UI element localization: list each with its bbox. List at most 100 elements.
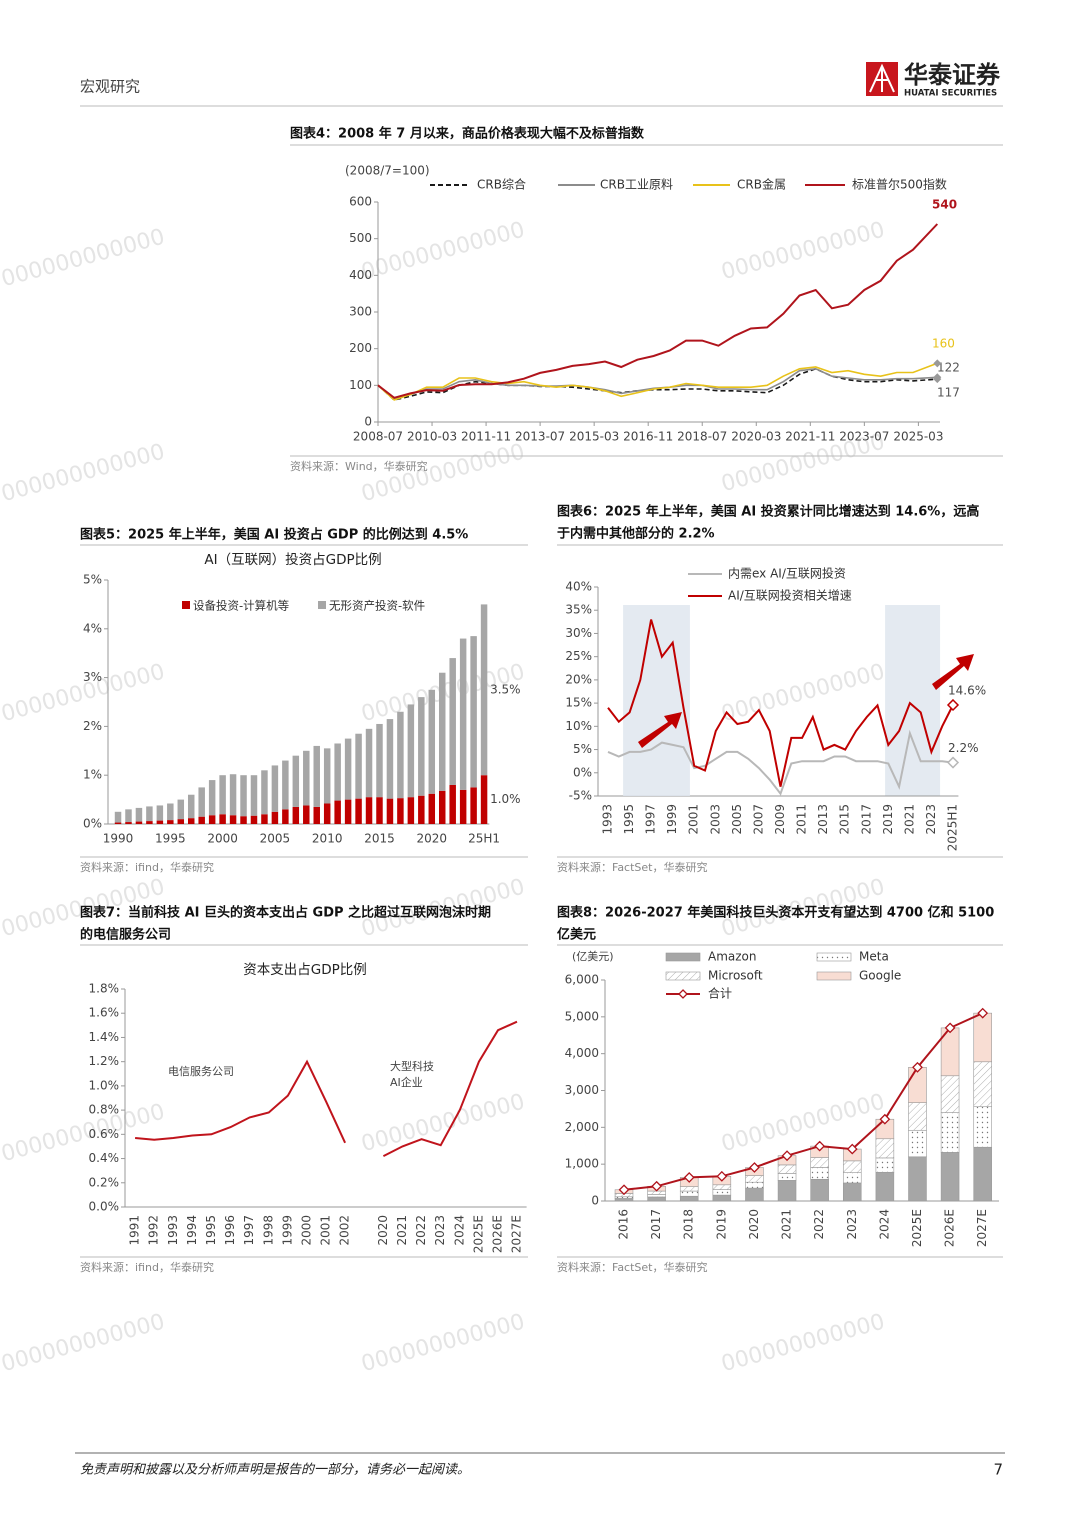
x-tick-label: 1995: [204, 1215, 218, 1246]
y-tick-label: 1.8%: [89, 982, 120, 996]
x-tick-label: 2023-07: [839, 430, 889, 444]
x-tick-label: 2025E: [910, 1209, 924, 1247]
legend-label: 设备投资-计算机等: [193, 599, 289, 613]
y-tick-label: 500: [349, 231, 372, 245]
legend-label: Google: [859, 969, 901, 983]
x-tick-label: 2018-07: [677, 430, 727, 444]
bar-segment: [125, 822, 132, 824]
y-tick-label: 15%: [565, 696, 592, 710]
x-tick-label: 2027E: [510, 1215, 524, 1253]
legend-label: 合计: [708, 986, 732, 1001]
x-tick-label: 2015: [838, 804, 852, 835]
annotation: AI企业: [390, 1075, 423, 1089]
section-label: 宏观研究: [80, 78, 140, 96]
end-marker: [933, 373, 942, 382]
x-tick-label: 2010: [312, 832, 343, 846]
annotation: 大型科技: [390, 1059, 434, 1073]
x-tick-label: 2022: [414, 1215, 428, 1246]
bar-segment: [418, 795, 425, 824]
x-tick-label: 2016: [617, 1209, 631, 1240]
legend-label: Microsoft: [708, 969, 763, 983]
x-tick-label: 1993: [166, 1215, 180, 1246]
bar-segment: [282, 760, 289, 810]
legend-swatch: [665, 952, 701, 962]
bar-segment: [407, 704, 415, 798]
y-tick-label: 0%: [573, 765, 592, 779]
bar-segment: [261, 814, 268, 824]
bar-segment: [908, 1156, 927, 1202]
x-tick-label: 2024: [452, 1215, 466, 1246]
bar-segment: [365, 797, 373, 824]
bar-segment: [449, 658, 456, 785]
x-tick-label: 2009: [773, 804, 787, 835]
figure-title: 于内需中其他部分的 2.2%: [557, 526, 715, 542]
point-marker: [879, 1113, 891, 1125]
bar-segment: [229, 774, 237, 816]
bar-segment: [810, 1157, 829, 1168]
value-label: 1.0%: [490, 792, 520, 806]
bar-segment: [679, 1190, 699, 1197]
x-tick-label: 1999: [665, 804, 679, 835]
x-tick-label: 2020: [376, 1215, 390, 1246]
source: 资料来源：FactSet，华泰研究: [557, 860, 707, 874]
point-marker: [716, 1170, 728, 1182]
bar-segment: [114, 811, 122, 823]
series-line: [623, 1012, 984, 1191]
bar-segment: [397, 798, 404, 824]
point-marker: [814, 1140, 826, 1152]
x-tick-label: 2000: [207, 832, 238, 846]
bar-segment: [208, 815, 216, 824]
bar-segment: [679, 1186, 699, 1192]
point-marker: [846, 1143, 858, 1155]
y-tick-label: 4,000: [565, 1046, 599, 1060]
bar-segment: [908, 1129, 927, 1158]
x-tick-label: 2015: [364, 832, 395, 846]
bar-segment: [250, 815, 258, 824]
y-tick-label: 300: [349, 305, 372, 319]
y-tick-label: 1,000: [565, 1157, 599, 1171]
end-label: 540: [932, 198, 957, 212]
x-tick-label: 2020: [747, 1209, 761, 1240]
end-label: 122: [937, 361, 960, 375]
value-label: 2.2%: [948, 741, 979, 755]
legend-swatch: [816, 971, 852, 981]
x-tick-label: 1999: [280, 1215, 294, 1246]
x-tick-label: 1996: [223, 1215, 237, 1246]
y-tick-label: 35%: [565, 603, 592, 617]
y-tick-label: 0.8%: [89, 1103, 120, 1117]
legend-swatch: [318, 601, 326, 609]
x-tick-label: 2020-03: [731, 430, 781, 444]
point-marker: [912, 1061, 923, 1073]
x-tick-label: 2021: [395, 1215, 409, 1246]
end-label: 160: [932, 337, 955, 351]
point-marker: [651, 1180, 663, 1192]
bar-segment: [240, 816, 247, 824]
legend-swatch: [665, 971, 701, 981]
bar-segment: [614, 1198, 634, 1202]
y-tick-label: 6,000: [565, 973, 599, 987]
x-tick-label: 2021: [780, 1209, 794, 1240]
x-tick-label: 2026E: [943, 1209, 957, 1247]
y-tick-label: 0%: [83, 817, 102, 831]
x-tick-label: 2013: [816, 804, 830, 835]
x-tick-label: 2020: [417, 832, 448, 846]
x-tick-label: 2016-11: [623, 430, 673, 444]
y-tick-label: 1.6%: [89, 1006, 120, 1020]
point-marker: [749, 1162, 760, 1173]
bar-segment: [344, 799, 352, 824]
legend-label: 无形资产投资-软件: [329, 599, 425, 613]
x-tick-label: 2002: [338, 1215, 352, 1246]
x-tick-label: 1992: [147, 1215, 161, 1246]
y-tick-label: 5,000: [565, 1009, 599, 1023]
y-tick-label: 0.2%: [89, 1175, 120, 1189]
x-tick-label: 2021-11: [785, 430, 835, 444]
bar-segment: [438, 790, 446, 824]
chart-title: AI（互联网）投资占GDP比例: [204, 552, 381, 568]
bar-segment: [407, 797, 415, 824]
bar-segment: [712, 1189, 732, 1196]
y-tick-label: 10%: [565, 719, 592, 733]
bar-segment: [647, 1196, 666, 1202]
legend-swatch: [678, 989, 688, 999]
bar-segment: [198, 816, 205, 824]
